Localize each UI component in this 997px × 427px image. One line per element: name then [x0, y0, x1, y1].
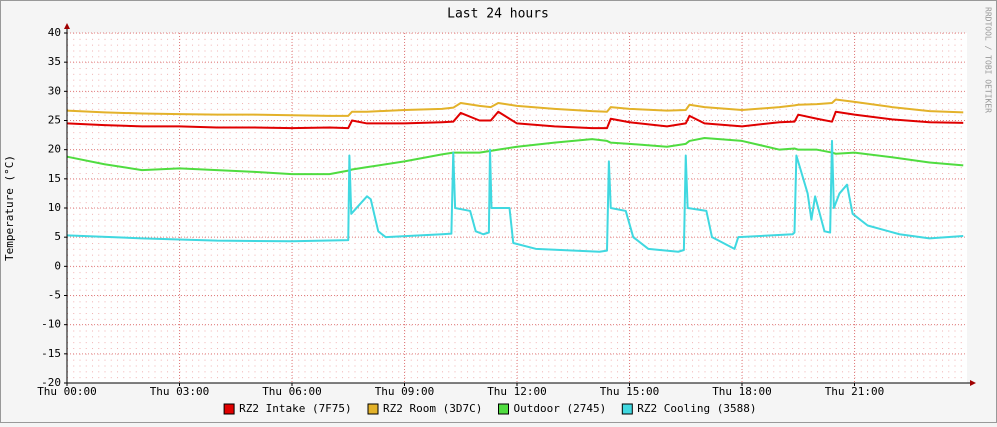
y-tick-label: -20 — [41, 376, 61, 389]
y-tick-label: 35 — [48, 55, 61, 68]
series-line — [66, 110, 964, 130]
y-tick-label: -5 — [48, 289, 61, 302]
x-tick-label: Thu 12:00 — [487, 385, 547, 398]
legend-label: RZ2 Cooling (3588) — [637, 402, 756, 415]
x-tick-label: Thu 21:00 — [825, 385, 885, 398]
legend-label: Outdoor (2745) — [514, 402, 607, 415]
y-axis-arrow — [64, 23, 70, 29]
series-line — [66, 137, 964, 176]
x-tick-label: Thu 03:00 — [150, 385, 210, 398]
legend-swatch — [367, 403, 379, 415]
y-tick-label: -10 — [41, 318, 61, 331]
x-tick-label: Thu 18:00 — [712, 385, 772, 398]
y-tick-label: 5 — [54, 230, 61, 243]
y-tick-label: 0 — [54, 259, 61, 272]
y-tick-label: 25 — [48, 114, 61, 127]
series-line — [66, 98, 964, 117]
y-tick-label: 10 — [48, 201, 61, 214]
watermark: RRDTOOL / TOBI OETIKER — [984, 7, 993, 113]
y-tick-label: 30 — [48, 84, 61, 97]
legend-swatch — [223, 403, 235, 415]
legend-label: RZ2 Intake (7F75) — [239, 402, 352, 415]
legend-swatch — [498, 403, 509, 415]
legend-label: RZ2 Room (3D7C) — [383, 402, 482, 415]
x-tick-label: Thu 00:00 — [37, 385, 97, 398]
x-tick-label: Thu 06:00 — [262, 385, 322, 398]
y-tick-label: 15 — [48, 172, 61, 185]
y-tick-label: -15 — [41, 347, 61, 360]
y-tick-label: 20 — [48, 143, 61, 156]
y-axis-label: Temperature (°C) — [3, 155, 16, 261]
legend-swatch — [621, 403, 633, 415]
series-line — [66, 139, 964, 253]
y-tick-label: 40 — [48, 26, 61, 39]
x-tick-label: Thu 09:00 — [375, 385, 435, 398]
chart-title: Last 24 hours — [447, 7, 549, 22]
x-axis-arrow — [970, 380, 976, 386]
x-tick-label: Thu 15:00 — [600, 385, 660, 398]
